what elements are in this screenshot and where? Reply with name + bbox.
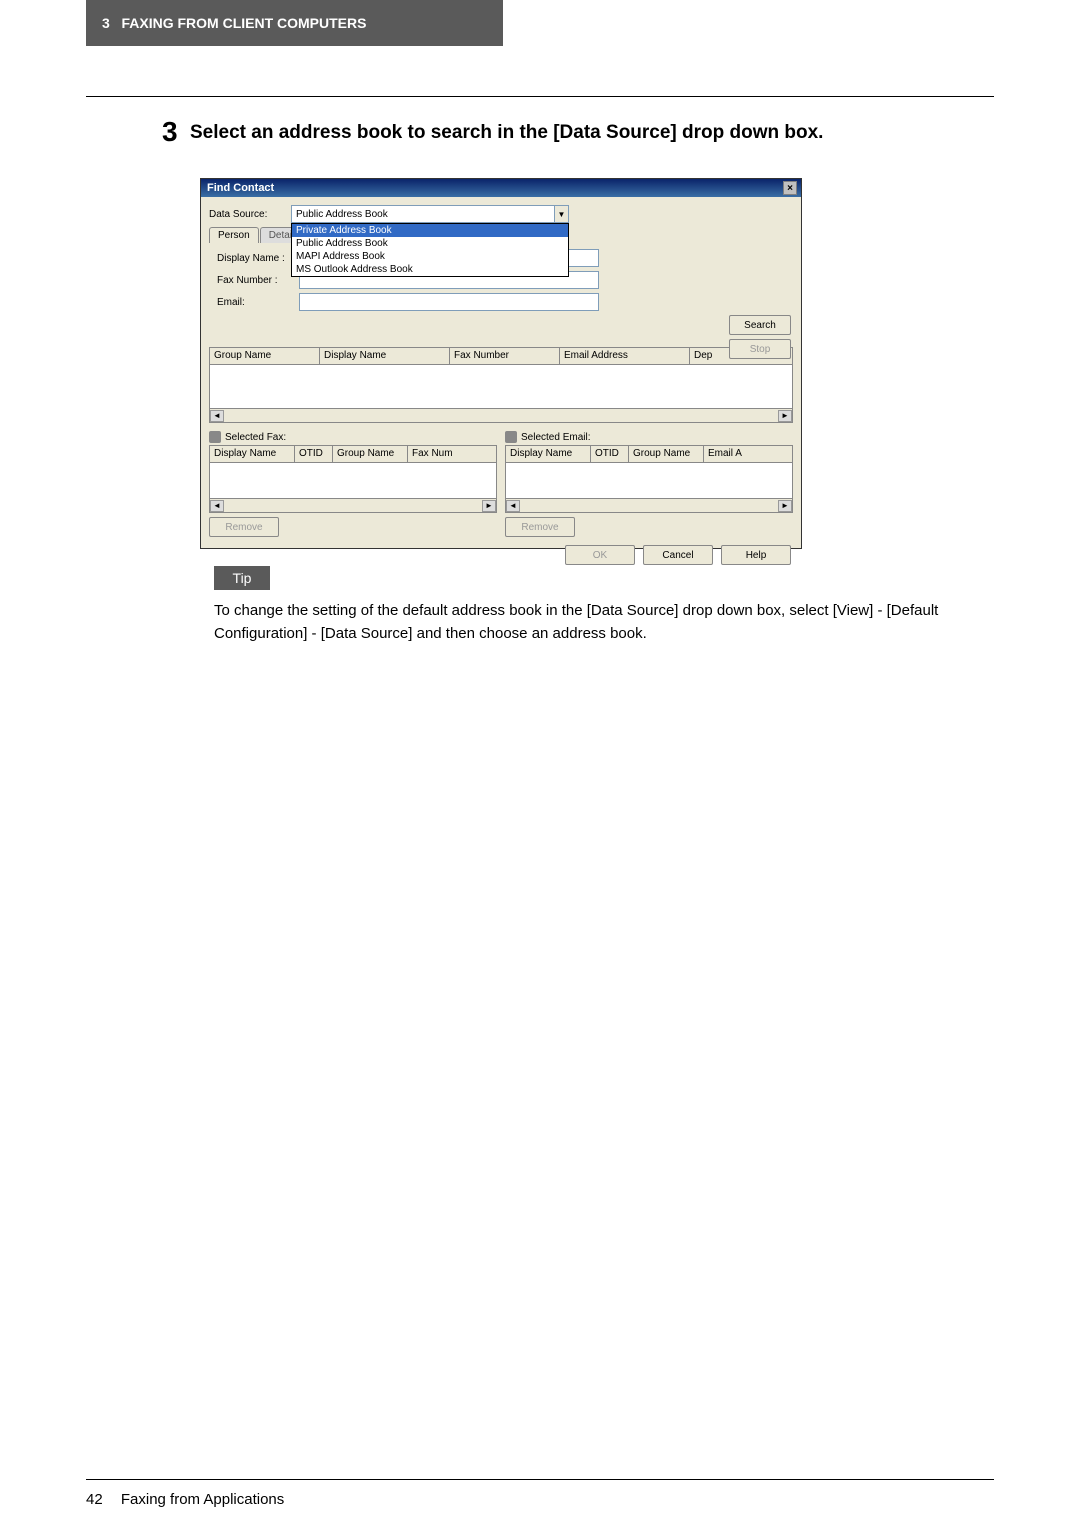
selected-fax-label: Selected Fax: (209, 431, 497, 443)
scroll-left-icon[interactable]: ◄ (506, 500, 520, 512)
grid-col[interactable]: Display Name (320, 348, 450, 364)
help-button[interactable]: Help (721, 545, 791, 565)
results-scrollbar[interactable]: ◄ ► (209, 409, 793, 423)
email-input[interactable] (299, 293, 599, 311)
chapter-header: 3 FAXING FROM CLIENT COMPUTERS (86, 0, 503, 46)
fax-icon (209, 431, 221, 443)
grid-col[interactable]: Display Name (210, 446, 295, 462)
results-grid-header: Group Name Display Name Fax Number Email… (209, 347, 793, 365)
grid-col[interactable]: Display Name (506, 446, 591, 462)
results-grid-body (209, 365, 793, 409)
grid-col[interactable]: Email Address (560, 348, 690, 364)
cancel-button[interactable]: Cancel (643, 545, 713, 565)
step-title: Select an address book to search in the … (190, 120, 1040, 146)
scroll-right-icon[interactable]: ► (482, 500, 496, 512)
grid-col[interactable]: Group Name (333, 446, 408, 462)
grid-col[interactable]: Group Name (629, 446, 704, 462)
email-grid-header: Display Name OTID Group Name Email A (505, 445, 793, 463)
top-divider (86, 96, 994, 97)
grid-col[interactable]: Email A (704, 446, 792, 462)
fax-number-label: Fax Number : (217, 275, 299, 286)
data-source-dropdown[interactable]: Public Address Book ▼ Private Address Bo… (291, 205, 569, 223)
dialog-titlebar: Find Contact × (201, 179, 801, 197)
remove-email-button[interactable]: Remove (505, 517, 575, 537)
scroll-left-icon[interactable]: ◄ (210, 500, 224, 512)
stop-button[interactable]: Stop (729, 339, 791, 359)
grid-col[interactable]: OTID (295, 446, 333, 462)
data-source-value: Public Address Book (296, 209, 388, 220)
footer-divider (86, 1479, 994, 1480)
tab-person[interactable]: Person (209, 227, 259, 243)
ok-button[interactable]: OK (565, 545, 635, 565)
tip-label: Tip (214, 566, 270, 590)
dropdown-item[interactable]: Private Address Book (292, 224, 568, 237)
email-label: Email: (217, 297, 299, 308)
scroll-right-icon[interactable]: ► (778, 500, 792, 512)
fax-grid-header: Display Name OTID Group Name Fax Num (209, 445, 497, 463)
dropdown-item[interactable]: MAPI Address Book (292, 250, 568, 263)
data-source-label: Data Source: (209, 209, 291, 220)
page-footer: 42 Faxing from Applications (86, 1491, 284, 1508)
fax-grid-body (209, 463, 497, 499)
search-button[interactable]: Search (729, 315, 791, 335)
grid-col[interactable]: Fax Num (408, 446, 496, 462)
dialog-title: Find Contact (207, 182, 274, 194)
grid-col[interactable]: Group Name (210, 348, 320, 364)
grid-col[interactable]: OTID (591, 446, 629, 462)
display-name-label: Display Name : (217, 253, 299, 264)
scroll-left-icon[interactable]: ◄ (210, 410, 224, 422)
email-scrollbar[interactable]: ◄ ► (505, 499, 793, 513)
page-number: 42 (86, 1491, 103, 1508)
dropdown-item[interactable]: MS Outlook Address Book (292, 263, 568, 276)
fax-scrollbar[interactable]: ◄ ► (209, 499, 497, 513)
step-block: 3 Select an address book to search in th… (190, 120, 1040, 146)
remove-fax-button[interactable]: Remove (209, 517, 279, 537)
find-contact-dialog: Find Contact × Data Source: Public Addre… (200, 178, 802, 549)
grid-col[interactable]: Fax Number (450, 348, 560, 364)
chapter-title: FAXING FROM CLIENT COMPUTERS (121, 15, 366, 31)
step-number: 3 (162, 116, 178, 148)
dropdown-item[interactable]: Public Address Book (292, 237, 568, 250)
footer-text: Faxing from Applications (121, 1491, 284, 1508)
email-grid-body (505, 463, 793, 499)
data-source-dropdown-list: Private Address Book Public Address Book… (291, 223, 569, 277)
selected-email-label: Selected Email: (505, 431, 793, 443)
email-icon (505, 431, 517, 443)
tip-text: To change the setting of the default add… (214, 600, 994, 645)
scroll-right-icon[interactable]: ► (778, 410, 792, 422)
chapter-number: 3 (102, 15, 110, 31)
dropdown-arrow-icon: ▼ (554, 206, 568, 222)
close-button[interactable]: × (783, 181, 797, 195)
